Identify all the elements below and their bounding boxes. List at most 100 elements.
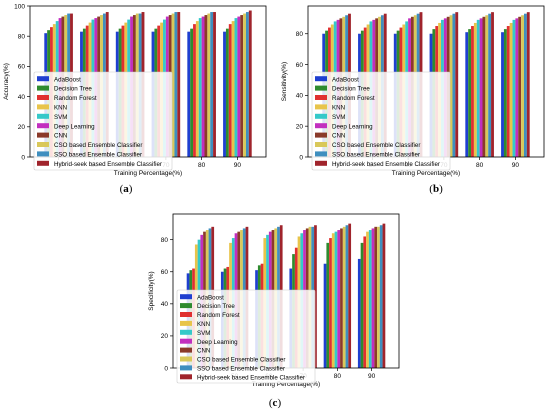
y-axis-label: Accuracy(%) <box>3 63 10 100</box>
legend-label: CSO based Ensemble Classifier <box>332 142 420 149</box>
y-tick-label: 0 <box>164 365 168 372</box>
legend-swatch <box>315 160 327 166</box>
x-tick-label: 80 <box>198 162 206 169</box>
bar-cnn-80 <box>204 15 208 158</box>
bar-random-forest-80 <box>329 238 332 368</box>
bar-adaboost-90 <box>501 32 504 157</box>
bar-random-forest-90 <box>506 26 510 158</box>
legend-swatch <box>315 76 327 82</box>
legend-swatch <box>315 95 327 100</box>
legend-swatch <box>315 104 327 110</box>
bar-decision-tree-90 <box>225 28 229 158</box>
legend-label: Random Forest <box>332 95 375 102</box>
legend-swatch <box>37 95 49 100</box>
bar-svm-90 <box>234 18 238 157</box>
legend-swatch <box>315 123 327 129</box>
specificity-chart: 020406080405060708090Training Percentage… <box>148 213 400 388</box>
bar-sso-based-ensemble-classifier-90 <box>379 225 383 368</box>
bar-deep-learning-90 <box>515 18 519 157</box>
legend-swatch <box>37 123 49 129</box>
bar-adaboost-80 <box>465 32 469 157</box>
bar-knn-80 <box>473 22 477 158</box>
bar-hybrid-seek-based-ensemble-classifier-90 <box>382 223 386 369</box>
legend-label: SSO based Ensemble Classifier <box>54 152 142 159</box>
legend-label: SVM <box>332 114 345 121</box>
bar-svm-80 <box>334 231 338 368</box>
legend-swatch <box>37 104 49 110</box>
y-tick-label: 60 <box>161 269 169 276</box>
legend-swatch <box>180 294 192 300</box>
legend-swatch <box>315 151 327 157</box>
bar-deep-learning-90 <box>237 16 241 157</box>
legend-swatch <box>315 85 327 91</box>
bar-cnn-90 <box>374 226 378 368</box>
bar-cso-based-ensemble-classifier-80 <box>207 13 211 157</box>
bar-cnn-80 <box>340 228 343 368</box>
chart-panel-accuracy: 020406080100405060708090Training Percent… <box>0 0 272 178</box>
bar-hybrid-seek-based-ensemble-classifier-70 <box>314 225 317 368</box>
y-tick-label: 40 <box>296 93 304 100</box>
y-tick-label: 20 <box>296 123 304 130</box>
bar-cso-based-ensemble-classifier-90 <box>521 15 524 157</box>
x-axis-label: Training Percentage(%) <box>114 170 182 177</box>
legend-label: Deep Learning <box>332 123 373 130</box>
legend-swatch <box>180 320 192 326</box>
legend-swatch <box>37 132 49 138</box>
legend-label: Hybrid-seek based Ensemble Classifier <box>197 374 305 381</box>
bar-cnn-90 <box>240 15 244 158</box>
bar-cso-based-ensemble-classifier-80 <box>485 15 489 157</box>
legend-swatch <box>180 374 192 380</box>
x-axis-label: Training Percentage(%) <box>252 381 320 388</box>
legend-label: KNN <box>197 321 210 328</box>
legend-swatch <box>315 132 327 138</box>
x-tick-label: 90 <box>234 162 242 169</box>
bar-adaboost-80 <box>187 31 191 158</box>
bar-decision-tree-90 <box>360 242 364 369</box>
y-tick-label: 60 <box>296 62 304 69</box>
legend-box <box>311 71 451 171</box>
bar-hybrid-seek-based-ensemble-classifier-70 <box>177 12 181 158</box>
bar-sso-based-ensemble-classifier-80 <box>345 225 349 368</box>
legend-swatch <box>37 151 49 157</box>
legend-label: Hybrid-seek based Ensemble Classifier <box>54 161 162 168</box>
legend-label: Deep Learning <box>197 339 238 346</box>
legend: AdaBoost Decision Tree Random Forest KNN SVM… <box>33 71 173 171</box>
legend-box <box>33 71 173 171</box>
legend: AdaBoost Decision Tree Random Forest KNN SVM… <box>176 289 316 384</box>
accuracy-chart: 020406080100405060708090Training Percent… <box>3 3 267 177</box>
y-tick-label: 80 <box>161 237 169 244</box>
bar-hybrid-seek-based-ensemble-classifier-70 <box>455 12 459 157</box>
x-tick-label: 80 <box>476 162 484 169</box>
bar-cso-based-ensemble-classifier-70 <box>449 15 453 157</box>
sensitivity-chart: 020406080405060708090Training Percentage… <box>281 5 545 177</box>
legend-swatch <box>180 312 192 317</box>
legend-label: Hybrid-seek based Ensemble Classifier <box>332 161 440 168</box>
y-tick-label: 80 <box>296 31 304 38</box>
y-axis-label: Sensitivity(%) <box>281 62 288 101</box>
caption-a: (a) <box>119 183 133 195</box>
y-tick-label: 60 <box>18 64 26 71</box>
legend-swatch <box>180 329 192 335</box>
bar-decision-tree-80 <box>468 29 472 157</box>
bar-cso-based-ensemble-classifier-90 <box>243 13 246 157</box>
y-tick-label: 40 <box>161 301 169 308</box>
bar-sso-based-ensemble-classifier-80 <box>488 13 492 158</box>
bar-adaboost-80 <box>323 263 327 368</box>
legend-label: Decision Tree <box>54 86 92 93</box>
legend-swatch <box>37 160 49 166</box>
bar-cso-based-ensemble-classifier-70 <box>171 13 175 157</box>
bar-cnn-90 <box>518 16 522 157</box>
bar-sso-based-ensemble-classifier-90 <box>523 13 527 158</box>
bar-svm-80 <box>476 19 480 158</box>
legend-swatch <box>315 142 327 147</box>
legend-label: AdaBoost <box>332 76 359 83</box>
bar-random-forest-90 <box>228 24 232 158</box>
bar-cso-based-ensemble-classifier-90 <box>377 226 380 368</box>
y-tick-label: 80 <box>18 34 26 41</box>
legend-label: AdaBoost <box>197 294 224 301</box>
bar-knn-80 <box>195 21 199 157</box>
x-axis-label: Training Percentage(%) <box>392 170 460 177</box>
bar-deep-learning-90 <box>371 228 375 368</box>
caption-c: (c) <box>268 397 282 409</box>
